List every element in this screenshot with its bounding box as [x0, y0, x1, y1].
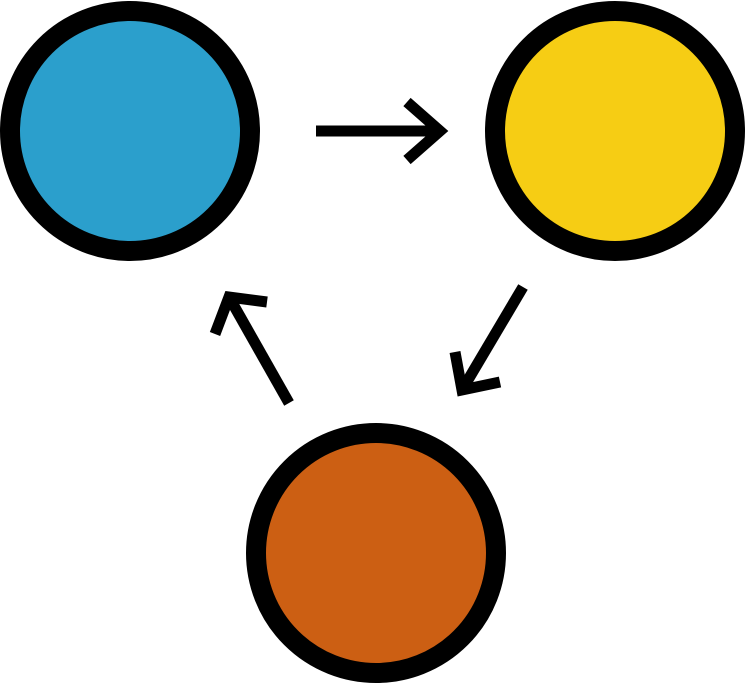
arrow-shaft: [457, 284, 528, 393]
arrow-head: [449, 351, 502, 397]
arrow-shaft: [224, 294, 294, 406]
blue-node: [0, 1, 260, 261]
arrow-head: [403, 97, 449, 165]
arrow-head: [209, 290, 268, 336]
yellow-node: [485, 1, 745, 261]
orange-node: [246, 423, 506, 683]
arrow-yellow-to-orange: [449, 284, 528, 397]
arrow-orange-to-blue: [209, 290, 294, 406]
arrow-blue-to-yellow: [316, 97, 449, 165]
